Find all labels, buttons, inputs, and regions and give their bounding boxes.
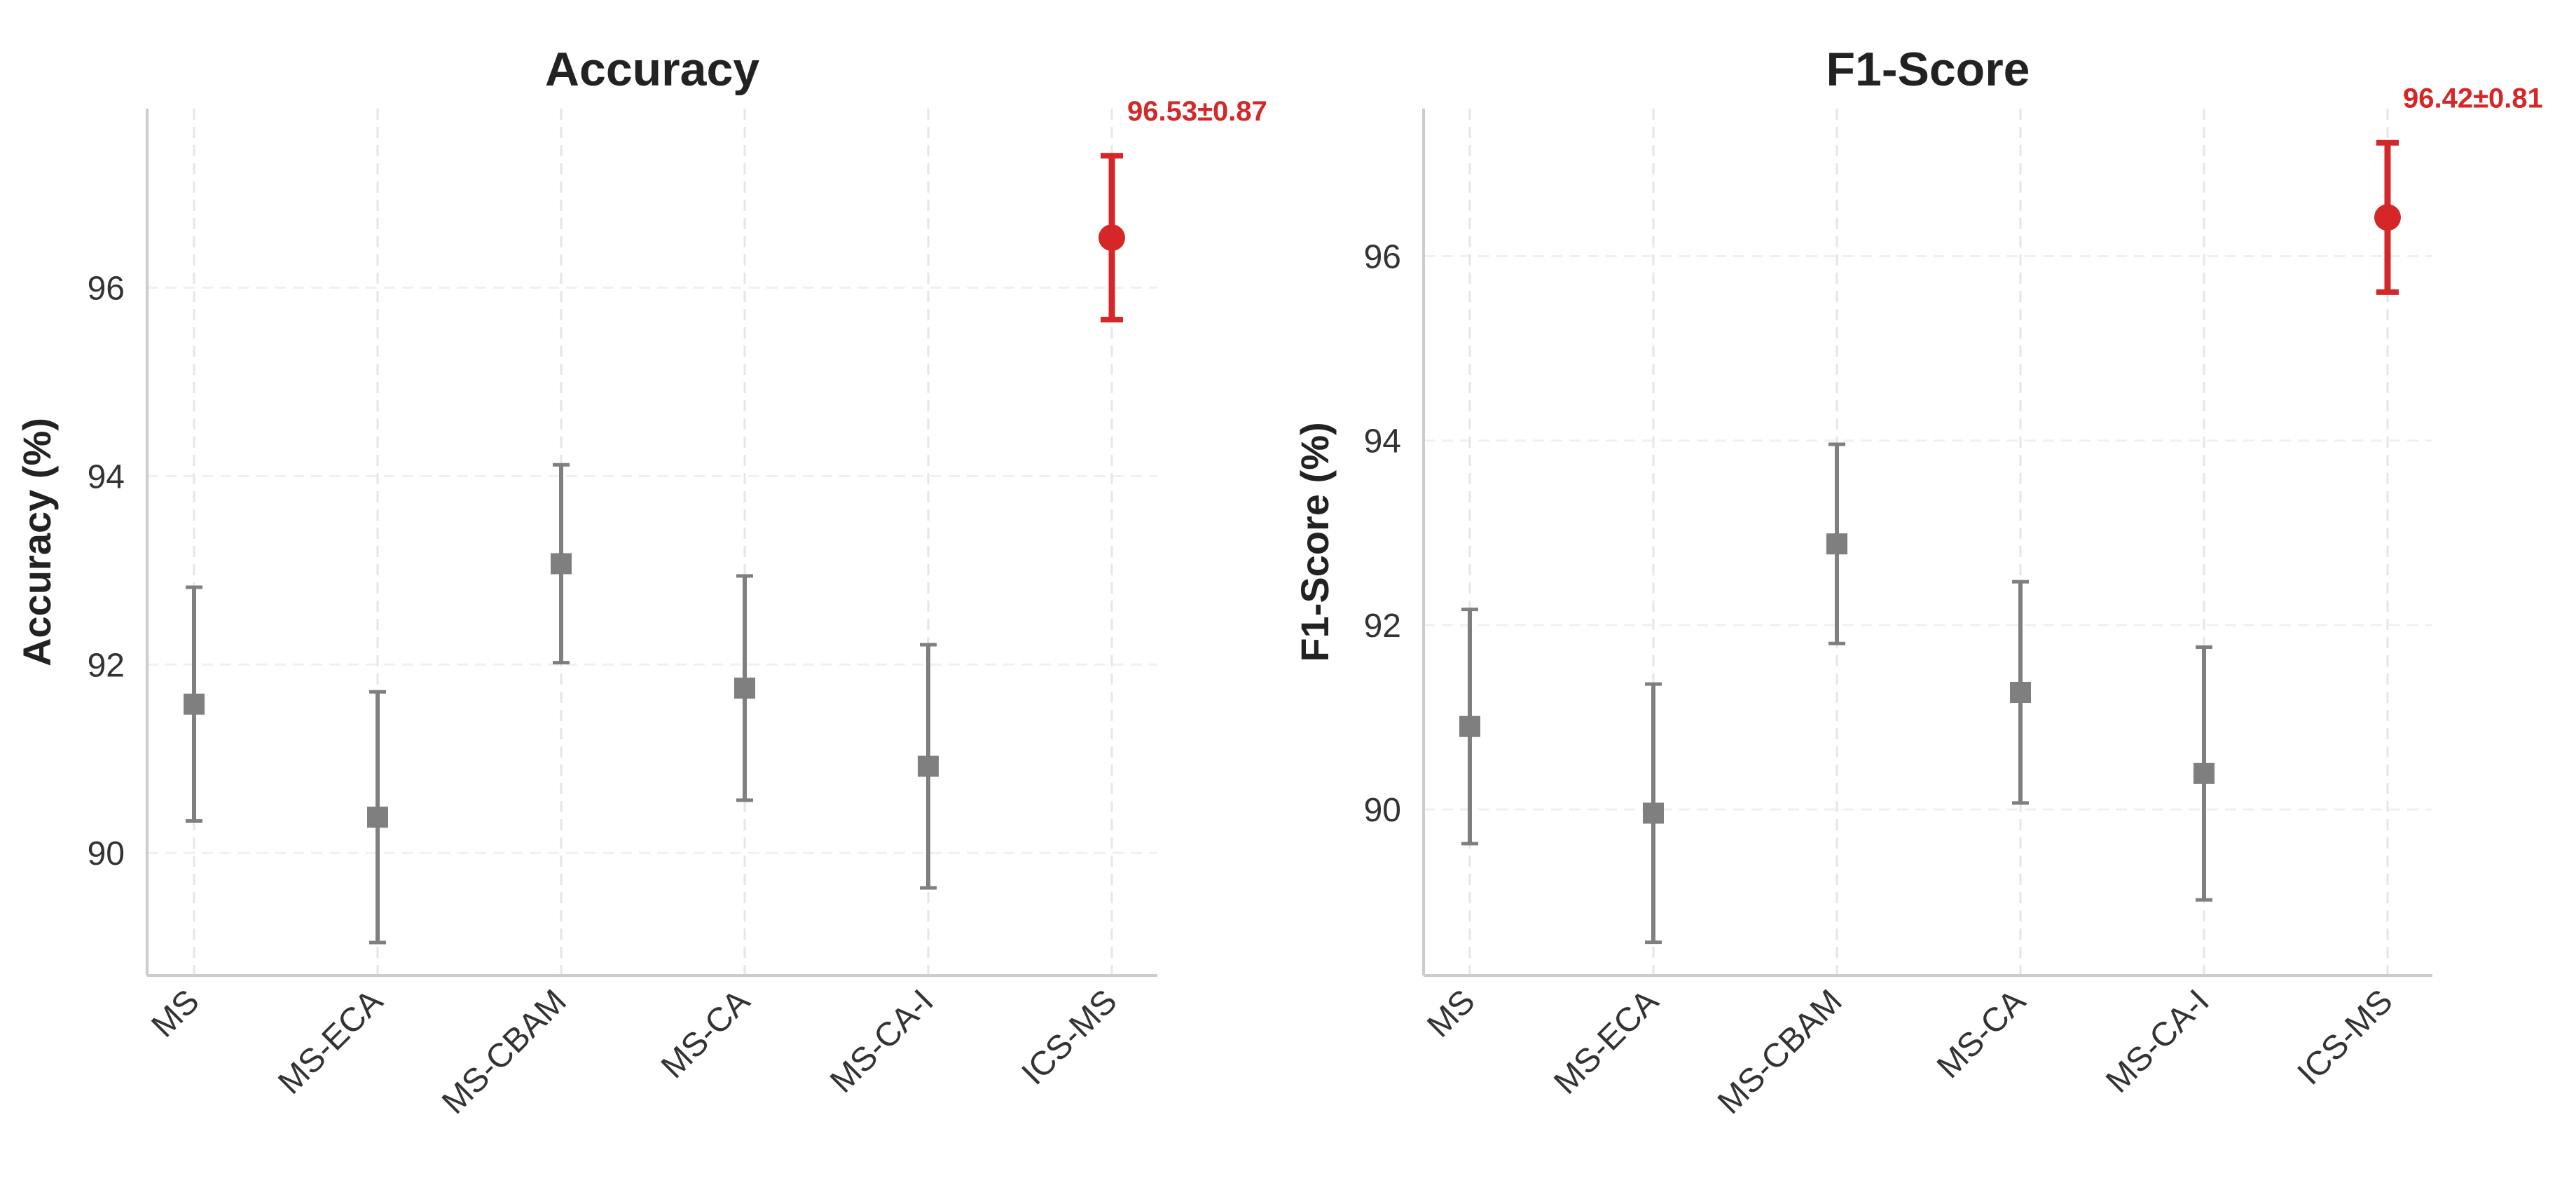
error-bar [367, 690, 388, 945]
data-point-marker [184, 693, 205, 715]
data-point-marker [2010, 682, 2031, 704]
y-tick-label: 90 [88, 835, 125, 872]
x-tick-label: MS-CA-I [823, 982, 941, 1100]
error-bar [2374, 139, 2401, 295]
y-tick-label: 92 [88, 647, 125, 684]
data-point-marker [1098, 224, 1125, 252]
error-bar [1098, 153, 1125, 323]
chart-title: Accuracy [545, 43, 759, 96]
x-tick-label: MS-CBAM [435, 982, 574, 1121]
data-point-marker [551, 553, 572, 575]
error-bar [918, 643, 939, 890]
y-tick-label: 96 [88, 270, 125, 307]
error-bar [734, 574, 755, 802]
f1-score-panel: 90 92 94 96 MS MS-ECA MS-CBAM MS-CA MS-CA-I ICS-M… [1293, 43, 2543, 1121]
error-bar [2193, 645, 2215, 902]
highlight-annotation: 96.53±0.87 [1127, 96, 1267, 127]
x-tick-label: MS-CA [1930, 982, 2033, 1085]
y-axis-label: Accuracy (%) [15, 418, 59, 666]
data-point-marker [1826, 533, 1847, 555]
data-point-marker [1643, 802, 1664, 824]
error-bar [184, 585, 205, 823]
y-axis-label: F1-Score (%) [1293, 422, 1337, 662]
y-tick-label: 94 [88, 458, 125, 495]
error-bar [1643, 682, 1664, 945]
x-tick-label: MS-CA-I [2099, 982, 2217, 1100]
highlight-annotation: 96.42±0.81 [2403, 83, 2543, 114]
error-bar [1826, 442, 1847, 645]
error-bar [1459, 608, 1480, 846]
x-tick-label: ICS-MS [2291, 982, 2400, 1092]
data-point-marker [1459, 715, 1480, 737]
error-bar [551, 463, 572, 665]
x-tick-label: MS-CBAM [1711, 982, 1850, 1121]
data-point-marker [2374, 204, 2401, 231]
data-point-marker [2193, 762, 2215, 784]
y-tick-label: 96 [1364, 239, 1401, 276]
data-point-marker [734, 677, 755, 699]
x-tick-label: MS-ECA [271, 982, 390, 1101]
data-point-marker [918, 755, 939, 777]
x-tick-label: MS [144, 982, 206, 1044]
y-tick-label: 92 [1364, 608, 1401, 645]
x-tick-label: MS-CA [654, 982, 757, 1085]
accuracy-panel: 90 92 94 96 MS MS-ECA MS-CBAM MS-CA MS-CA-I ICS-M… [15, 43, 1267, 1121]
y-tick-label: 94 [1364, 423, 1401, 460]
x-tick-label: ICS-MS [1015, 982, 1124, 1092]
y-tick-label: 90 [1364, 792, 1401, 829]
error-bar [2010, 580, 2031, 805]
data-point-marker [367, 807, 388, 828]
x-tick-label: MS-ECA [1547, 982, 1665, 1101]
chart-title: F1-Score [1826, 43, 2030, 96]
x-tick-label: MS [1420, 982, 1482, 1044]
